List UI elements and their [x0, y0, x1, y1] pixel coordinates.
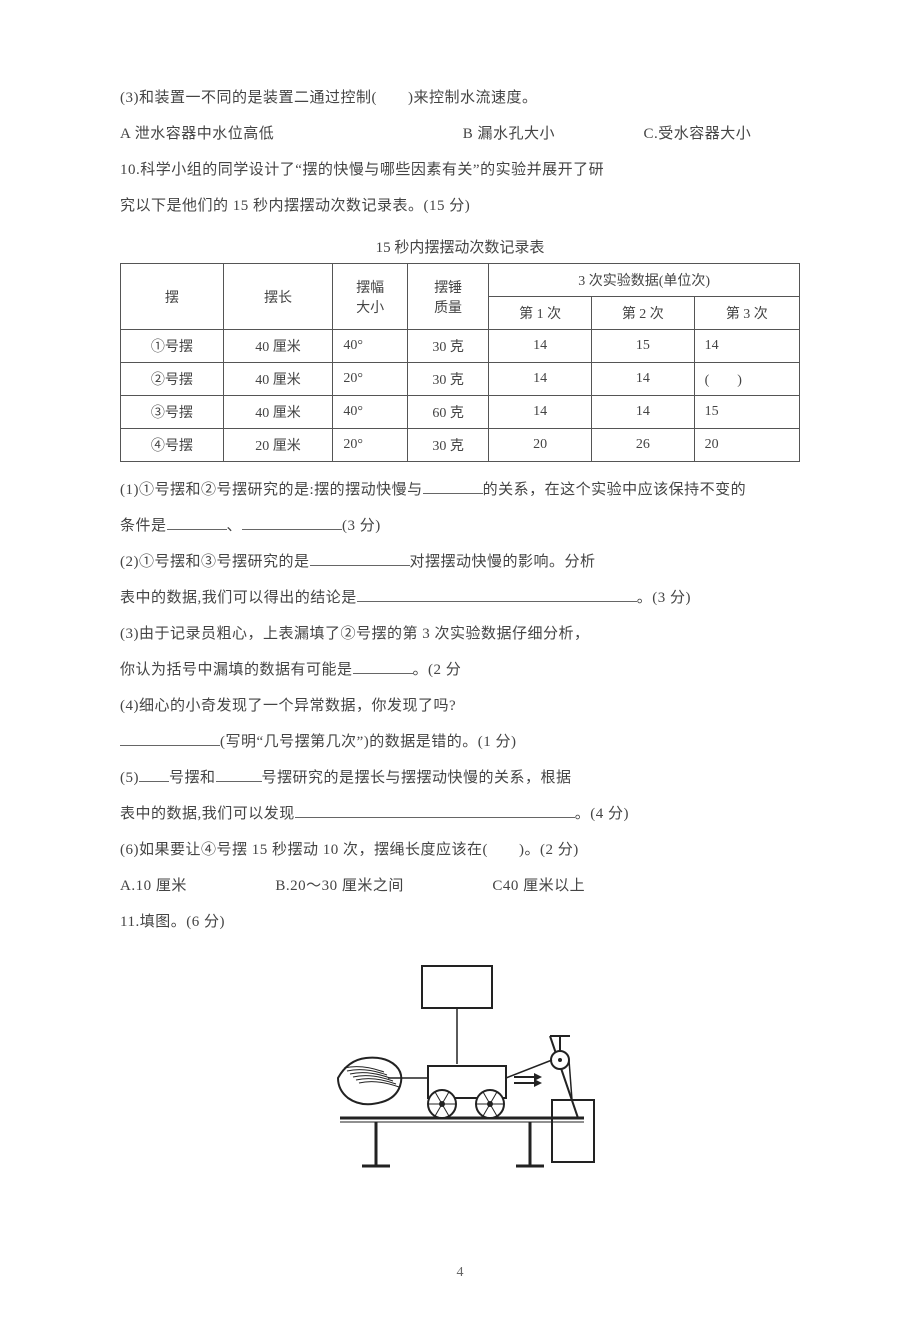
table-header-row1: 摆 摆长 摆幅 大小 摆锤 质量 3 次实验数据(单位次) — [121, 264, 800, 297]
q10-p6: (6)如果要让④号摆 15 秒摆动 10 次，摆绳长度应该在( )。(2 分) — [120, 832, 800, 868]
cell-d1: 14 — [489, 330, 592, 363]
th-mass: 摆锤 质量 — [407, 264, 489, 330]
q10-p2-line1: (2)①号摆和③号摆研究的是 对摆摆动快慢的影响。分析 — [120, 544, 800, 580]
cell-len: 40 厘米 — [223, 330, 333, 363]
cell-amp: 20° — [333, 363, 407, 396]
blank[interactable] — [353, 673, 413, 674]
q10-p6-options: A.10 厘米 B.20～30 厘米之间 C40 厘米以上 — [120, 868, 800, 904]
q10-p6optC: C40 厘米以上 — [492, 878, 585, 894]
th-amplitude: 摆幅 大小 — [333, 264, 407, 330]
q10-p5d: 表中的数据,我们可以发现 — [120, 806, 295, 822]
q10-p3-line1: (3)由于记录员粗心，上表漏填了②号摆的第 3 次实验数据仔细分析， — [120, 616, 800, 652]
blank[interactable] — [423, 493, 483, 494]
q10-p5e: 。(4 分) — [575, 806, 629, 822]
blank[interactable] — [295, 817, 575, 818]
q10-stem1: 10.科学小组的同学设计了“摆的快慢与哪些因素有关”的实验并展开了研 — [120, 152, 800, 188]
q10-p1e: (3 分) — [342, 518, 381, 534]
cell-len: 20 厘米 — [223, 429, 333, 462]
q10-p4-line2: (写明“几号摆第几次”)的数据是错的。(1 分) — [120, 724, 800, 760]
q10-p3-line2: 你认为括号中漏填的数据有可能是 。(2 分 — [120, 652, 800, 688]
th-trial2: 第 2 次 — [591, 297, 694, 330]
cell-id: ①号摆 — [121, 330, 224, 363]
cell-len: 40 厘米 — [223, 396, 333, 429]
page-number: 4 — [120, 1265, 800, 1281]
q9-optB: B 漏水孔大小 — [463, 126, 555, 142]
th-data: 3 次实验数据(单位次) — [489, 264, 800, 297]
cell-amp: 40° — [333, 330, 407, 363]
th-trial1: 第 1 次 — [489, 297, 592, 330]
cell-mass: 30 克 — [407, 429, 489, 462]
q10-p4-line1: (4)细心的小奇发现了一个异常数据，你发现了吗? — [120, 688, 800, 724]
cell-d3: 20 — [694, 429, 799, 462]
q10-p5b: 号摆和 — [169, 770, 216, 786]
blank[interactable] — [167, 529, 227, 530]
cell-d1: 14 — [489, 363, 592, 396]
table-row: ②号摆 40 厘米 20° 30 克 14 14 ( ) — [121, 363, 800, 396]
q10-p1d: 、 — [227, 518, 243, 534]
q10-stem2: 究以下是他们的 15 秒内摆摆动次数记录表。(15 分) — [120, 188, 800, 224]
blank[interactable] — [120, 745, 220, 746]
pendulum-table: 摆 摆长 摆幅 大小 摆锤 质量 3 次实验数据(单位次) 第 1 次 第 2 … — [120, 263, 800, 462]
cart-pulley-diagram — [320, 960, 600, 1180]
cell-d2: 14 — [591, 363, 694, 396]
cell-d3: ( ) — [694, 363, 799, 396]
cell-d1: 14 — [489, 396, 592, 429]
q10-p5c: 号摆研究的是摆长与摆摆动快慢的关系，根据 — [262, 770, 572, 786]
q10-p6optA: A.10 厘米 — [120, 878, 187, 894]
blank[interactable] — [216, 781, 262, 782]
th-pendulum: 摆 — [121, 264, 224, 330]
q10-p5-line2: 表中的数据,我们可以发现 。(4 分) — [120, 796, 800, 832]
cell-mass: 60 克 — [407, 396, 489, 429]
cell-mass: 30 克 — [407, 330, 489, 363]
cell-mass: 30 克 — [407, 363, 489, 396]
q10-p3c: 。(2 分 — [413, 662, 462, 678]
cell-id: ④号摆 — [121, 429, 224, 462]
cell-len: 40 厘米 — [223, 363, 333, 396]
table-title: 15 秒内摆摆动次数记录表 — [120, 236, 800, 257]
q9-part3: (3)和装置一不同的是装置二通过控制( )来控制水流速度。 — [120, 80, 800, 116]
cell-amp: 20° — [333, 429, 407, 462]
q10-p3b: 你认为括号中漏填的数据有可能是 — [120, 662, 353, 678]
cell-id: ②号摆 — [121, 363, 224, 396]
cell-d1: 20 — [489, 429, 592, 462]
table-row: ①号摆 40 厘米 40° 30 克 14 15 14 — [121, 330, 800, 363]
q9-options: A 泄水容器中水位高低 B 漏水孔大小 C.受水容器大小 — [120, 116, 800, 152]
q9-optA: A 泄水容器中水位高低 — [120, 126, 274, 142]
cell-d3: 15 — [694, 396, 799, 429]
cell-d2: 15 — [591, 330, 694, 363]
q11-stem: 11.填图。(6 分) — [120, 904, 800, 940]
cell-d2: 26 — [591, 429, 694, 462]
th-trial3: 第 3 次 — [694, 297, 799, 330]
q10-p1-line1: (1)①号摆和②号摆研究的是:摆的摆动快慢与 的关系，在这个实验中应该保持不变的 — [120, 472, 800, 508]
cell-id: ③号摆 — [121, 396, 224, 429]
q10-p5-line1: (5) 号摆和 号摆研究的是摆长与摆摆动快慢的关系，根据 — [120, 760, 800, 796]
q10-p1-line2: 条件是 、 (3 分) — [120, 508, 800, 544]
q11-diagram — [120, 960, 800, 1185]
blank[interactable] — [310, 565, 410, 566]
q10-p5a: (5) — [120, 770, 139, 786]
cell-d3: 14 — [694, 330, 799, 363]
blank[interactable] — [242, 529, 342, 530]
cell-d2: 14 — [591, 396, 694, 429]
q10-p2b: 对摆摆动快慢的影响。分析 — [410, 554, 596, 570]
table-row: ③号摆 40 厘米 40° 60 克 14 14 15 — [121, 396, 800, 429]
blank[interactable] — [357, 601, 637, 602]
q10-p1c: 条件是 — [120, 518, 167, 534]
table-row: ④号摆 20 厘米 20° 30 克 20 26 20 — [121, 429, 800, 462]
q10-p1a: (1)①号摆和②号摆研究的是:摆的摆动快慢与 — [120, 482, 423, 498]
q10-p2c: 表中的数据,我们可以得出的结论是 — [120, 590, 357, 606]
q10-p2-line2: 表中的数据,我们可以得出的结论是 。(3 分) — [120, 580, 800, 616]
q10-p6optB: B.20～30 厘米之间 — [275, 878, 404, 894]
q10-p1b: 的关系，在这个实验中应该保持不变的 — [483, 482, 747, 498]
q10-p2d: 。(3 分) — [637, 590, 691, 606]
q10-p2a: (2)①号摆和③号摆研究的是 — [120, 554, 310, 570]
th-length: 摆长 — [223, 264, 333, 330]
cell-amp: 40° — [333, 396, 407, 429]
q10-p4b: (写明“几号摆第几次”)的数据是错的。(1 分) — [220, 734, 517, 750]
q9-optC: C.受水容器大小 — [644, 126, 752, 142]
blank[interactable] — [139, 781, 169, 782]
